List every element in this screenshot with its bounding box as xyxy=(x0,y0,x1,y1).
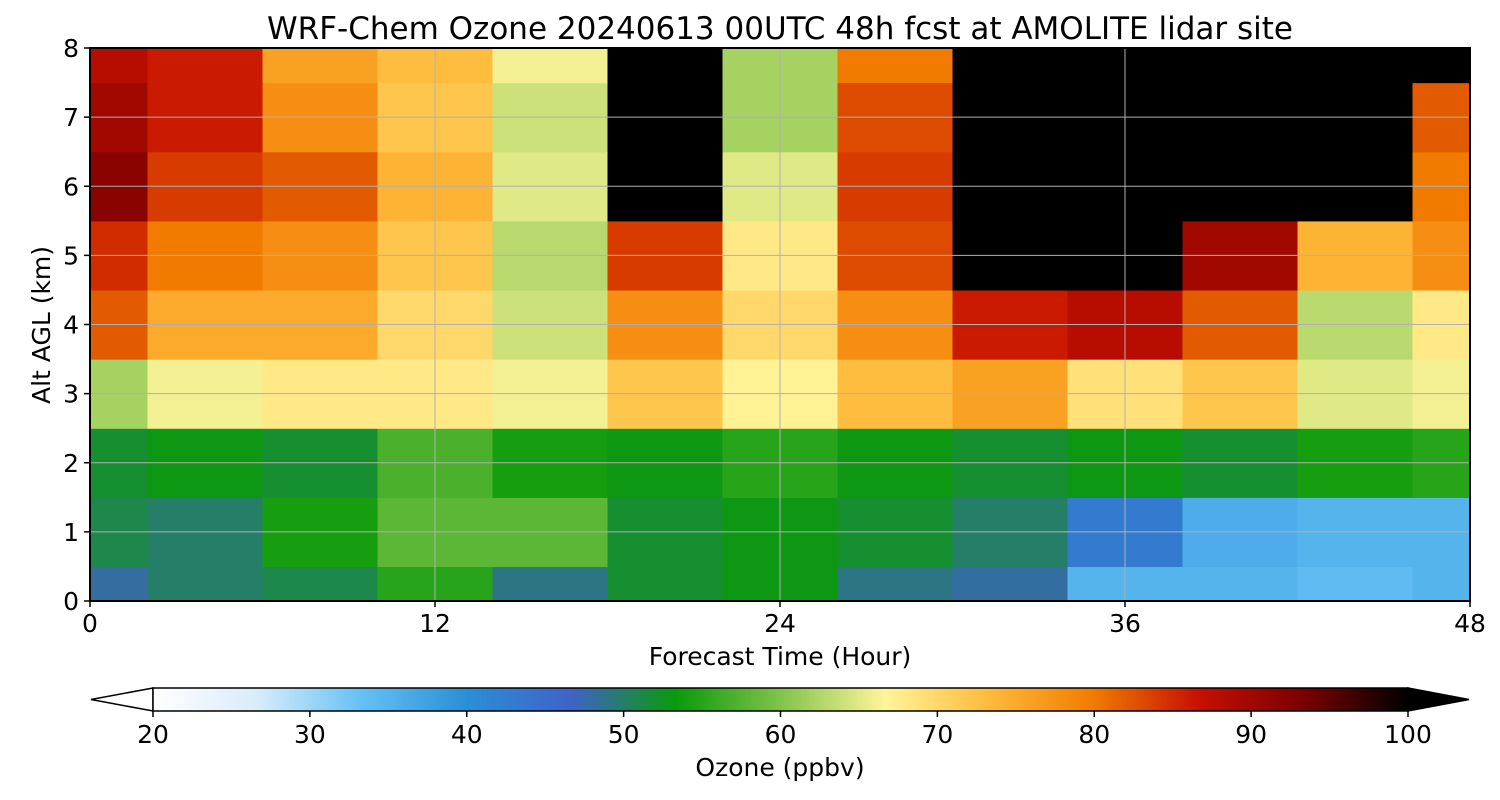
x-axis-label: Forecast Time (Hour) xyxy=(649,642,912,671)
y-tick-label: 0 xyxy=(63,587,79,616)
heatmap-cell xyxy=(952,48,1069,84)
heatmap-cell xyxy=(147,48,264,84)
colorbar-high-extend xyxy=(1407,687,1470,712)
colorbar-label: Ozone (ppbv) xyxy=(695,753,864,782)
heatmap-cell xyxy=(262,566,379,602)
y-tick-label: 5 xyxy=(63,241,79,270)
colorbar-tick-label: 70 xyxy=(921,720,953,749)
x-tick-label: 48 xyxy=(1454,609,1486,638)
heatmap-cell xyxy=(607,48,724,84)
x-tick-label: 0 xyxy=(82,609,98,638)
x-tick-label: 12 xyxy=(419,609,451,638)
heatmap-cell xyxy=(1412,48,1471,84)
colorbar-tick-label: 60 xyxy=(765,720,797,749)
heatmap-cell xyxy=(1297,48,1414,84)
heatmap-cell xyxy=(492,48,609,84)
colorbar-low-extend xyxy=(90,687,154,712)
heatmap-cell xyxy=(1297,566,1414,602)
colorbar-tick-label: 90 xyxy=(1235,720,1267,749)
colorbar-tick-label: 50 xyxy=(608,720,640,749)
heatmap-cell xyxy=(1182,48,1299,84)
y-tick-label: 8 xyxy=(63,34,79,63)
colorbar-tick-label: 30 xyxy=(294,720,326,749)
y-tick-label: 1 xyxy=(63,518,79,547)
colorbar-tick-label: 20 xyxy=(137,720,169,749)
chart-title: WRF-Chem Ozone 20240613 00UTC 48h fcst a… xyxy=(267,11,1293,47)
x-axis: 0 12 24 36 48 xyxy=(82,601,1486,638)
heatmap-cell xyxy=(90,566,149,602)
y-axis: 0 1 2 3 4 5 6 7 8 xyxy=(63,34,90,616)
heatmap-cell xyxy=(147,566,264,602)
heatmap-cell xyxy=(837,48,954,84)
y-tick-label: 7 xyxy=(63,103,79,132)
colorbar-gradient xyxy=(153,688,1408,711)
colorbar-tick-label: 100 xyxy=(1384,720,1432,749)
heatmap-cell xyxy=(607,566,724,602)
heatmap-cell xyxy=(952,566,1069,602)
colorbar-tick-label: 80 xyxy=(1078,720,1110,749)
colorbar: 20 30 40 50 60 70 80 90 100 xyxy=(90,687,1470,749)
plot-area xyxy=(89,47,1471,602)
heatmap-cell xyxy=(262,48,379,84)
x-tick-label: 24 xyxy=(764,609,796,638)
heatmap-cell xyxy=(90,48,149,84)
y-tick-label: 4 xyxy=(63,311,79,340)
y-axis-label: Alt AGL (km) xyxy=(27,246,56,404)
colorbar-tick-label: 40 xyxy=(451,720,483,749)
y-tick-label: 2 xyxy=(63,449,79,478)
heatmap-cell xyxy=(1182,566,1299,602)
heatmap-cell xyxy=(837,566,954,602)
heatmap-cell xyxy=(1412,566,1471,602)
y-tick-label: 6 xyxy=(63,172,79,201)
heatmap-cell xyxy=(492,566,609,602)
x-tick-label: 36 xyxy=(1109,609,1141,638)
y-tick-label: 3 xyxy=(63,380,79,409)
